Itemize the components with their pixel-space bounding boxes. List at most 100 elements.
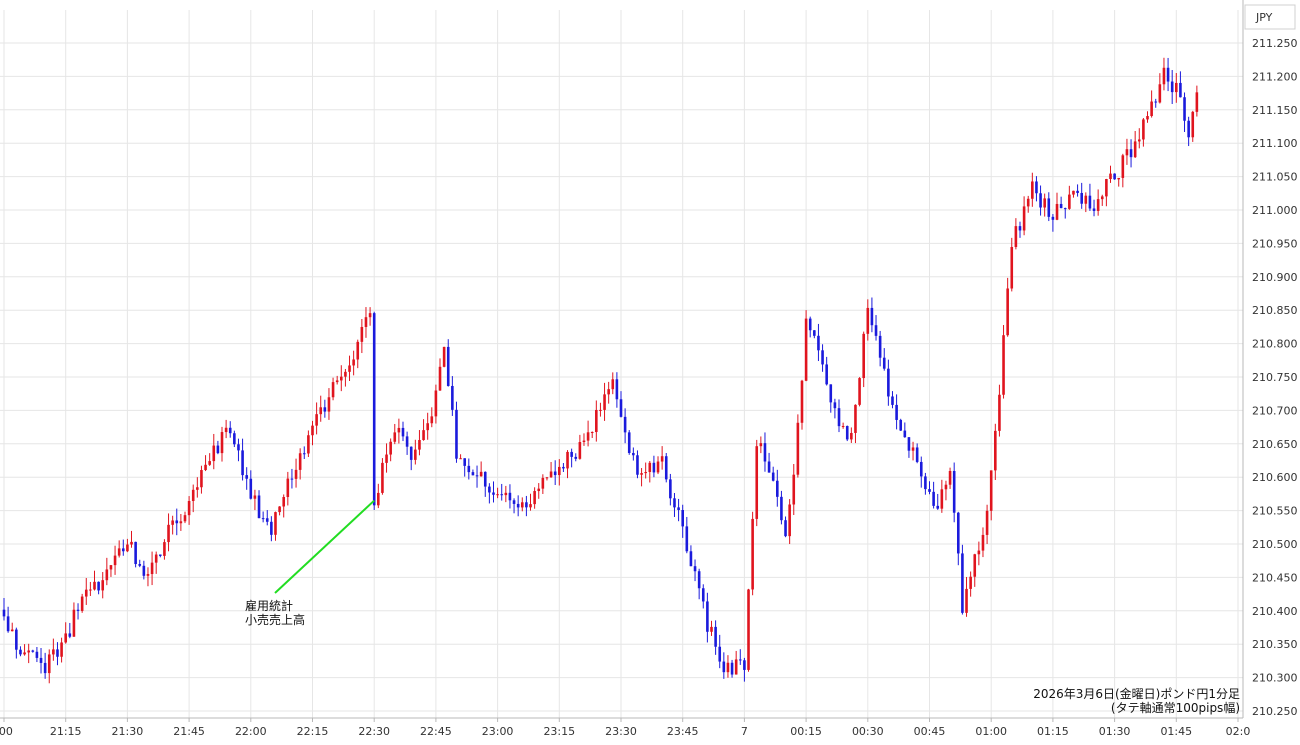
y-tick-label: 211.200 bbox=[1252, 70, 1298, 83]
candle-body-up bbox=[977, 550, 981, 555]
candle-body-down bbox=[767, 461, 771, 473]
candle-body-up bbox=[1191, 111, 1195, 138]
candle-body-down bbox=[874, 325, 878, 336]
candle-body-down bbox=[887, 368, 890, 397]
candle-body-down bbox=[233, 433, 236, 445]
candle-body-down bbox=[39, 657, 43, 663]
candle-body-up bbox=[335, 380, 339, 383]
candle-body-down bbox=[76, 609, 80, 611]
candle-body-down bbox=[175, 520, 179, 524]
candle-body-down bbox=[1154, 101, 1158, 103]
candle-body-up bbox=[940, 489, 944, 509]
x-tick-label: 02:0 bbox=[1226, 725, 1251, 738]
candle-body-up bbox=[1084, 195, 1088, 204]
candle-body-down bbox=[446, 346, 450, 386]
y-tick-label: 210.750 bbox=[1252, 371, 1298, 384]
y-tick-label: 211.100 bbox=[1252, 137, 1298, 150]
y-tick-label: 211.250 bbox=[1252, 37, 1298, 50]
chart-info-line1: 2026年3月6日(金曜日)ポンド円1分足 bbox=[1033, 686, 1240, 701]
candle-body-up bbox=[105, 569, 109, 581]
candle-body-up bbox=[533, 491, 536, 505]
candle-body-up bbox=[311, 425, 314, 436]
candle-body-up bbox=[981, 534, 985, 551]
candle-body-down bbox=[627, 432, 631, 453]
candle-body-down bbox=[525, 502, 528, 508]
candle-body-down bbox=[693, 566, 697, 572]
candle-body-up bbox=[352, 359, 355, 366]
candle-body-down bbox=[265, 518, 269, 522]
candle-body-down bbox=[574, 456, 578, 459]
candle-body-up bbox=[187, 500, 191, 516]
y-tick-label: 210.900 bbox=[1252, 271, 1298, 284]
candle-body-down bbox=[216, 445, 220, 454]
candle-body-up bbox=[101, 580, 105, 591]
candle-body-down bbox=[1018, 226, 1022, 231]
candle-body-down bbox=[833, 402, 837, 409]
candle-body-down bbox=[697, 571, 701, 589]
candle-body-up bbox=[389, 441, 392, 455]
candle-body-up bbox=[1006, 288, 1009, 336]
candle-body-up bbox=[10, 629, 14, 632]
x-tick-label: 00:15 bbox=[790, 725, 822, 738]
candle-body-up bbox=[1026, 198, 1030, 207]
candle-body-up bbox=[294, 469, 298, 479]
candle-body-down bbox=[471, 472, 475, 476]
candle-body-down bbox=[245, 475, 248, 479]
candle-body-down bbox=[56, 649, 59, 657]
candle-body-down bbox=[722, 661, 726, 673]
candle-body-down bbox=[664, 456, 668, 480]
y-tick-label: 210.850 bbox=[1252, 304, 1298, 317]
candle-body-up bbox=[1125, 149, 1129, 156]
candle-body-up bbox=[911, 447, 915, 451]
candle-body-down bbox=[673, 498, 676, 508]
candle-body-down bbox=[936, 505, 940, 509]
candle-body-down bbox=[619, 399, 623, 417]
candle-body-down bbox=[1166, 67, 1170, 82]
candle-body-up bbox=[1150, 101, 1153, 117]
candle-body-up bbox=[599, 409, 602, 411]
candle-body-up bbox=[191, 489, 195, 501]
candle-body-down bbox=[35, 651, 39, 658]
y-tick-label: 210.650 bbox=[1252, 438, 1298, 451]
candle-body-down bbox=[475, 475, 479, 477]
candle-body-up bbox=[1158, 84, 1162, 103]
candle-body-up bbox=[368, 313, 372, 318]
candle-body-up bbox=[1162, 67, 1166, 85]
candle-body-up bbox=[1096, 199, 1100, 211]
candle-body-down bbox=[19, 649, 22, 655]
y-tick-label: 210.450 bbox=[1252, 571, 1298, 584]
candle-body-down bbox=[615, 379, 619, 400]
candle-body-up bbox=[747, 589, 750, 670]
candle-body-down bbox=[401, 427, 405, 437]
y-tick-label: 210.600 bbox=[1252, 471, 1298, 484]
candle-body-up bbox=[496, 494, 499, 496]
candle-body-up bbox=[948, 470, 952, 485]
candle-body-up bbox=[595, 409, 598, 433]
candle-body-up bbox=[1014, 226, 1018, 248]
candle-body-down bbox=[632, 452, 635, 456]
candle-body-down bbox=[1059, 203, 1063, 209]
candle-body-up bbox=[858, 378, 861, 405]
candle-body-up bbox=[1142, 119, 1145, 140]
candle-body-up bbox=[307, 435, 310, 454]
candle-body-down bbox=[677, 507, 680, 511]
candle-body-down bbox=[261, 518, 265, 520]
candle-body-down bbox=[952, 470, 956, 513]
candle-body-down bbox=[829, 384, 833, 403]
x-tick-label: 01:45 bbox=[1160, 725, 1192, 738]
x-ticks: :00 21:15 21:30 21:45 22:00 22:15 22:30 22:45 23… bbox=[0, 718, 1250, 738]
candle-body-down bbox=[2, 609, 6, 617]
candle-body-down bbox=[928, 489, 931, 492]
x-tick-label: 7 bbox=[741, 725, 748, 738]
candle-body-up bbox=[862, 333, 865, 379]
candle-body-up bbox=[656, 461, 660, 473]
candle-body-up bbox=[200, 470, 203, 488]
candle-body-up bbox=[1010, 247, 1014, 289]
candle-body-up bbox=[520, 502, 524, 508]
candle-body-up bbox=[1055, 203, 1059, 220]
candle-body-down bbox=[500, 494, 504, 496]
candle-body-down bbox=[813, 330, 816, 336]
candle-body-down bbox=[455, 409, 458, 459]
candle-body-up bbox=[796, 422, 800, 475]
candle-body-up bbox=[414, 449, 417, 460]
